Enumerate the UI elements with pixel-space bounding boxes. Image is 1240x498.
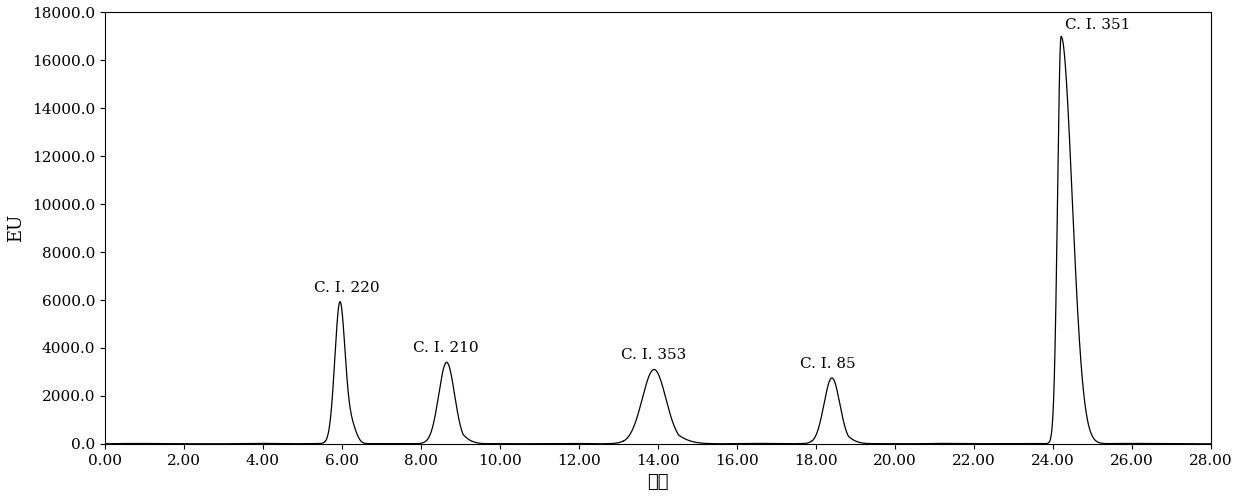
Text: C. I. 353: C. I. 353 bbox=[620, 348, 686, 363]
Text: C. I. 220: C. I. 220 bbox=[314, 281, 379, 295]
Y-axis label: EU: EU bbox=[7, 214, 25, 243]
X-axis label: 分钟: 分钟 bbox=[647, 473, 668, 491]
Text: C. I. 351: C. I. 351 bbox=[1065, 17, 1131, 31]
Text: C. I. 210: C. I. 210 bbox=[413, 341, 479, 355]
Text: C. I. 85: C. I. 85 bbox=[800, 357, 856, 371]
